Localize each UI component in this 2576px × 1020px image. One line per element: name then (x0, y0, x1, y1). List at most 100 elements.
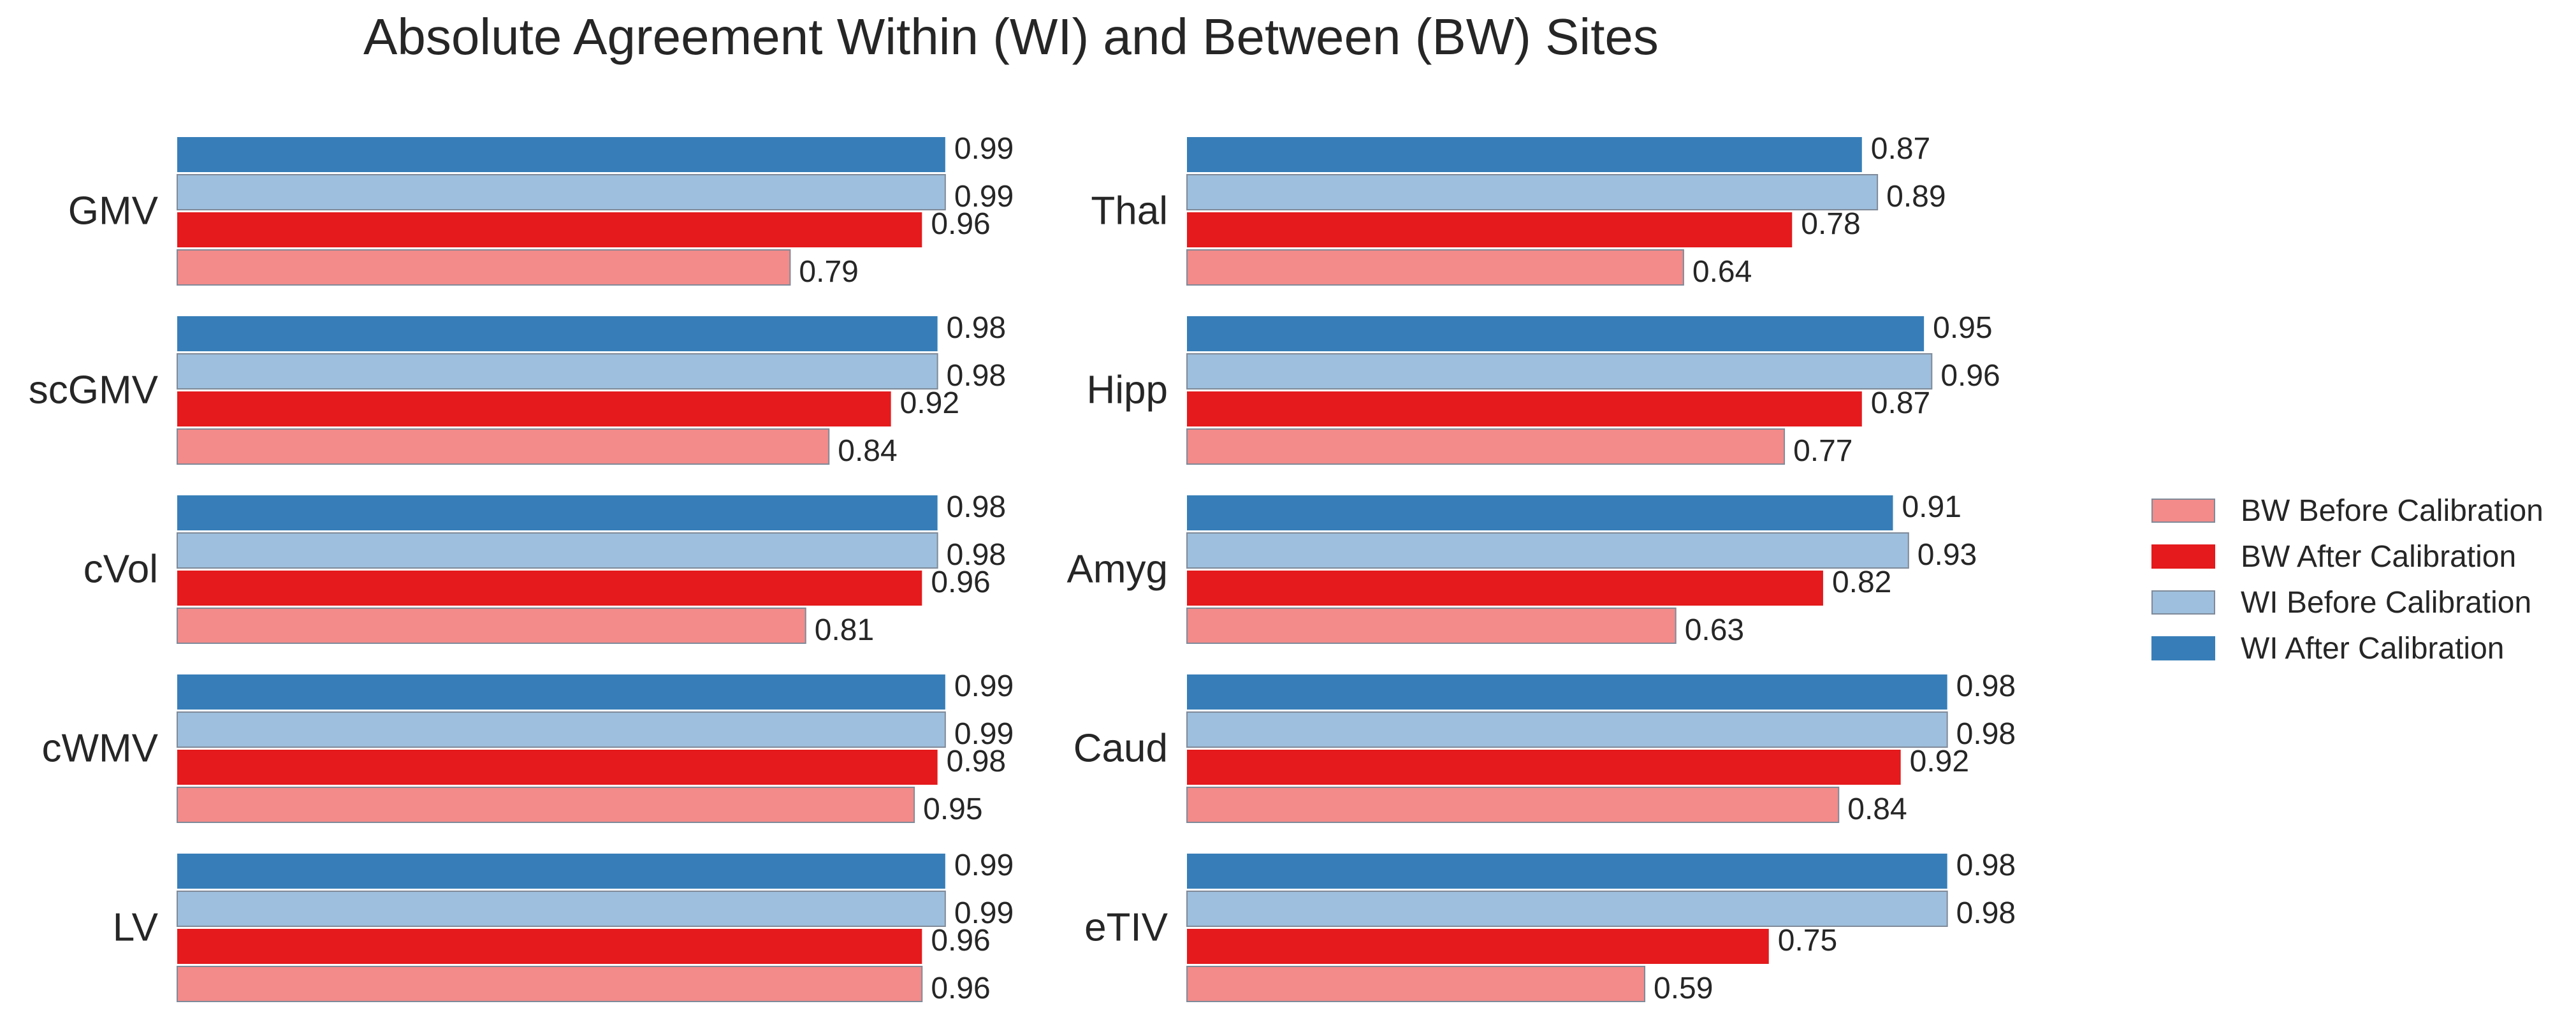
legend-item-wi-after-calibration: WI After Calibration (2151, 625, 2543, 671)
bar-amyg-bw-after-calibration (1187, 571, 1823, 606)
bar-hipp-bw-after-calibration (1187, 391, 1862, 426)
data-label-cwmv-wi-before-calibration: 0.99 (954, 717, 1014, 751)
bar-thal-wi-before-calibration (1186, 174, 1879, 210)
data-label-hipp-wi-after-calibration: 0.95 (1933, 311, 1992, 345)
data-label-cvol-wi-after-calibration: 0.98 (947, 490, 1006, 524)
bar-etiv-bw-after-calibration (1187, 929, 1769, 964)
data-label-gmv-wi-before-calibration: 0.99 (954, 180, 1014, 214)
bar-gmv-bw-after-calibration (177, 212, 922, 247)
bar-lv-bw-before-calibration (177, 966, 923, 1002)
bar-etiv-wi-before-calibration (1186, 891, 1948, 927)
bar-scgmv-bw-before-calibration (177, 428, 830, 465)
category-label-amyg: Amyg (1067, 547, 1168, 591)
data-label-caud-wi-after-calibration: 0.98 (1956, 669, 2016, 703)
category-label-cvol: cVol (84, 547, 158, 591)
data-label-cvol-bw-after-calibration: 0.96 (931, 565, 990, 599)
bar-lv-wi-after-calibration (177, 854, 945, 889)
data-label-gmv-bw-after-calibration: 0.96 (931, 207, 990, 241)
legend-item-wi-before-calibration: WI Before Calibration (2151, 579, 2543, 625)
data-label-cwmv-bw-after-calibration: 0.98 (947, 745, 1006, 778)
category-label-hipp: Hipp (1086, 368, 1168, 412)
bar-lv-bw-after-calibration (177, 929, 922, 964)
data-label-etiv-bw-before-calibration: 0.59 (1654, 972, 1713, 1005)
bar-cwmv-bw-after-calibration (177, 750, 938, 785)
bar-etiv-bw-before-calibration (1186, 966, 1646, 1002)
data-label-cvol-wi-before-calibration: 0.98 (947, 538, 1006, 572)
bar-scgmv-wi-before-calibration (177, 353, 938, 390)
data-label-thal-wi-before-calibration: 0.89 (1886, 180, 1946, 214)
category-label-cwmv: cWMV (41, 726, 158, 770)
data-label-gmv-bw-before-calibration: 0.79 (799, 255, 858, 289)
legend-item-bw-after-calibration: BW After Calibration (2151, 534, 2543, 579)
data-label-scgmv-bw-after-calibration: 0.92 (900, 386, 959, 420)
data-label-lv-wi-before-calibration: 0.99 (954, 896, 1014, 930)
category-label-caud: Caud (1073, 726, 1168, 770)
data-label-amyg-bw-after-calibration: 0.82 (1832, 565, 1891, 599)
bar-hipp-wi-after-calibration (1187, 316, 1925, 351)
legend-swatch (2151, 499, 2215, 523)
bar-scgmv-wi-after-calibration (177, 316, 938, 351)
legend: BW Before Calibration BW After Calibratio… (2151, 488, 2543, 671)
data-label-amyg-bw-before-calibration: 0.63 (1685, 613, 1744, 647)
bar-thal-bw-after-calibration (1187, 212, 1793, 247)
data-label-caud-bw-before-calibration: 0.84 (1847, 792, 1907, 826)
legend-label: BW After Calibration (2241, 539, 2517, 574)
data-label-cvol-bw-before-calibration: 0.81 (815, 613, 874, 647)
bar-cwmv-wi-before-calibration (177, 711, 946, 748)
bar-cvol-wi-after-calibration (177, 495, 938, 530)
legend-swatch (2151, 636, 2215, 660)
data-label-cwmv-bw-before-calibration: 0.95 (923, 792, 982, 826)
bar-caud-bw-after-calibration (1187, 750, 1901, 785)
bar-cvol-wi-before-calibration (177, 532, 938, 569)
data-label-amyg-wi-after-calibration: 0.91 (1902, 490, 1961, 524)
legend-item-bw-before-calibration: BW Before Calibration (2151, 488, 2543, 534)
bar-caud-wi-after-calibration (1187, 674, 1947, 710)
bar-cwmv-wi-after-calibration (177, 674, 945, 710)
bar-amyg-bw-before-calibration (1186, 608, 1677, 644)
bar-caud-bw-before-calibration (1186, 787, 1840, 823)
data-label-cwmv-wi-after-calibration: 0.99 (954, 669, 1014, 703)
bar-hipp-wi-before-calibration (1186, 353, 1933, 390)
bar-thal-wi-after-calibration (1187, 137, 1862, 172)
data-label-etiv-bw-after-calibration: 0.75 (1778, 924, 1837, 958)
bar-cwmv-bw-before-calibration (177, 787, 915, 823)
data-label-thal-bw-before-calibration: 0.64 (1692, 255, 1752, 289)
legend-swatch (2151, 544, 2215, 569)
legend-label: WI After Calibration (2241, 631, 2505, 666)
category-label-thal: Thal (1091, 189, 1168, 233)
category-label-scgmv: scGMV (29, 368, 159, 412)
bar-amyg-wi-after-calibration (1187, 495, 1893, 530)
bar-amyg-wi-before-calibration (1186, 532, 1909, 569)
bar-thal-bw-before-calibration (1186, 249, 1684, 286)
data-label-caud-wi-before-calibration: 0.98 (1956, 717, 2016, 751)
data-label-lv-bw-before-calibration: 0.96 (931, 972, 990, 1005)
bar-gmv-bw-before-calibration (177, 249, 791, 286)
data-label-scgmv-bw-before-calibration: 0.84 (838, 434, 897, 468)
data-label-hipp-bw-after-calibration: 0.87 (1871, 386, 1930, 420)
bar-hipp-bw-before-calibration (1186, 428, 1786, 465)
data-label-thal-wi-after-calibration: 0.87 (1871, 132, 1930, 166)
bar-cvol-bw-after-calibration (177, 571, 922, 606)
bar-caud-wi-before-calibration (1186, 711, 1948, 748)
bar-lv-wi-before-calibration (177, 891, 946, 927)
data-label-scgmv-wi-after-calibration: 0.98 (947, 311, 1006, 345)
bar-gmv-wi-after-calibration (177, 137, 945, 172)
right-panel: Thal 0.87 0.89 0.78 0.64 Hipp 0.95 0.96 0.87 0.77… (1067, 132, 2016, 1005)
category-label-gmv: GMV (68, 189, 159, 233)
category-label-etiv: eTIV (1084, 905, 1168, 949)
data-label-scgmv-wi-before-calibration: 0.98 (947, 359, 1006, 393)
data-label-hipp-wi-before-calibration: 0.96 (1940, 359, 2000, 393)
data-label-gmv-wi-after-calibration: 0.99 (954, 132, 1014, 166)
data-label-lv-bw-after-calibration: 0.96 (931, 924, 990, 958)
bar-etiv-wi-after-calibration (1187, 854, 1947, 889)
legend-swatch (2151, 590, 2215, 615)
chart-title: Absolute Agreement Within (WI) and Betwe… (363, 8, 1659, 65)
data-label-lv-wi-after-calibration: 0.99 (954, 849, 1014, 882)
legend-label: BW Before Calibration (2241, 493, 2543, 528)
data-label-caud-bw-after-calibration: 0.92 (1910, 745, 1969, 778)
data-label-amyg-wi-before-calibration: 0.93 (1917, 538, 1977, 572)
bar-scgmv-bw-after-calibration (177, 391, 891, 426)
legend-label: WI Before Calibration (2241, 585, 2532, 620)
data-label-etiv-wi-before-calibration: 0.98 (1956, 896, 2016, 930)
